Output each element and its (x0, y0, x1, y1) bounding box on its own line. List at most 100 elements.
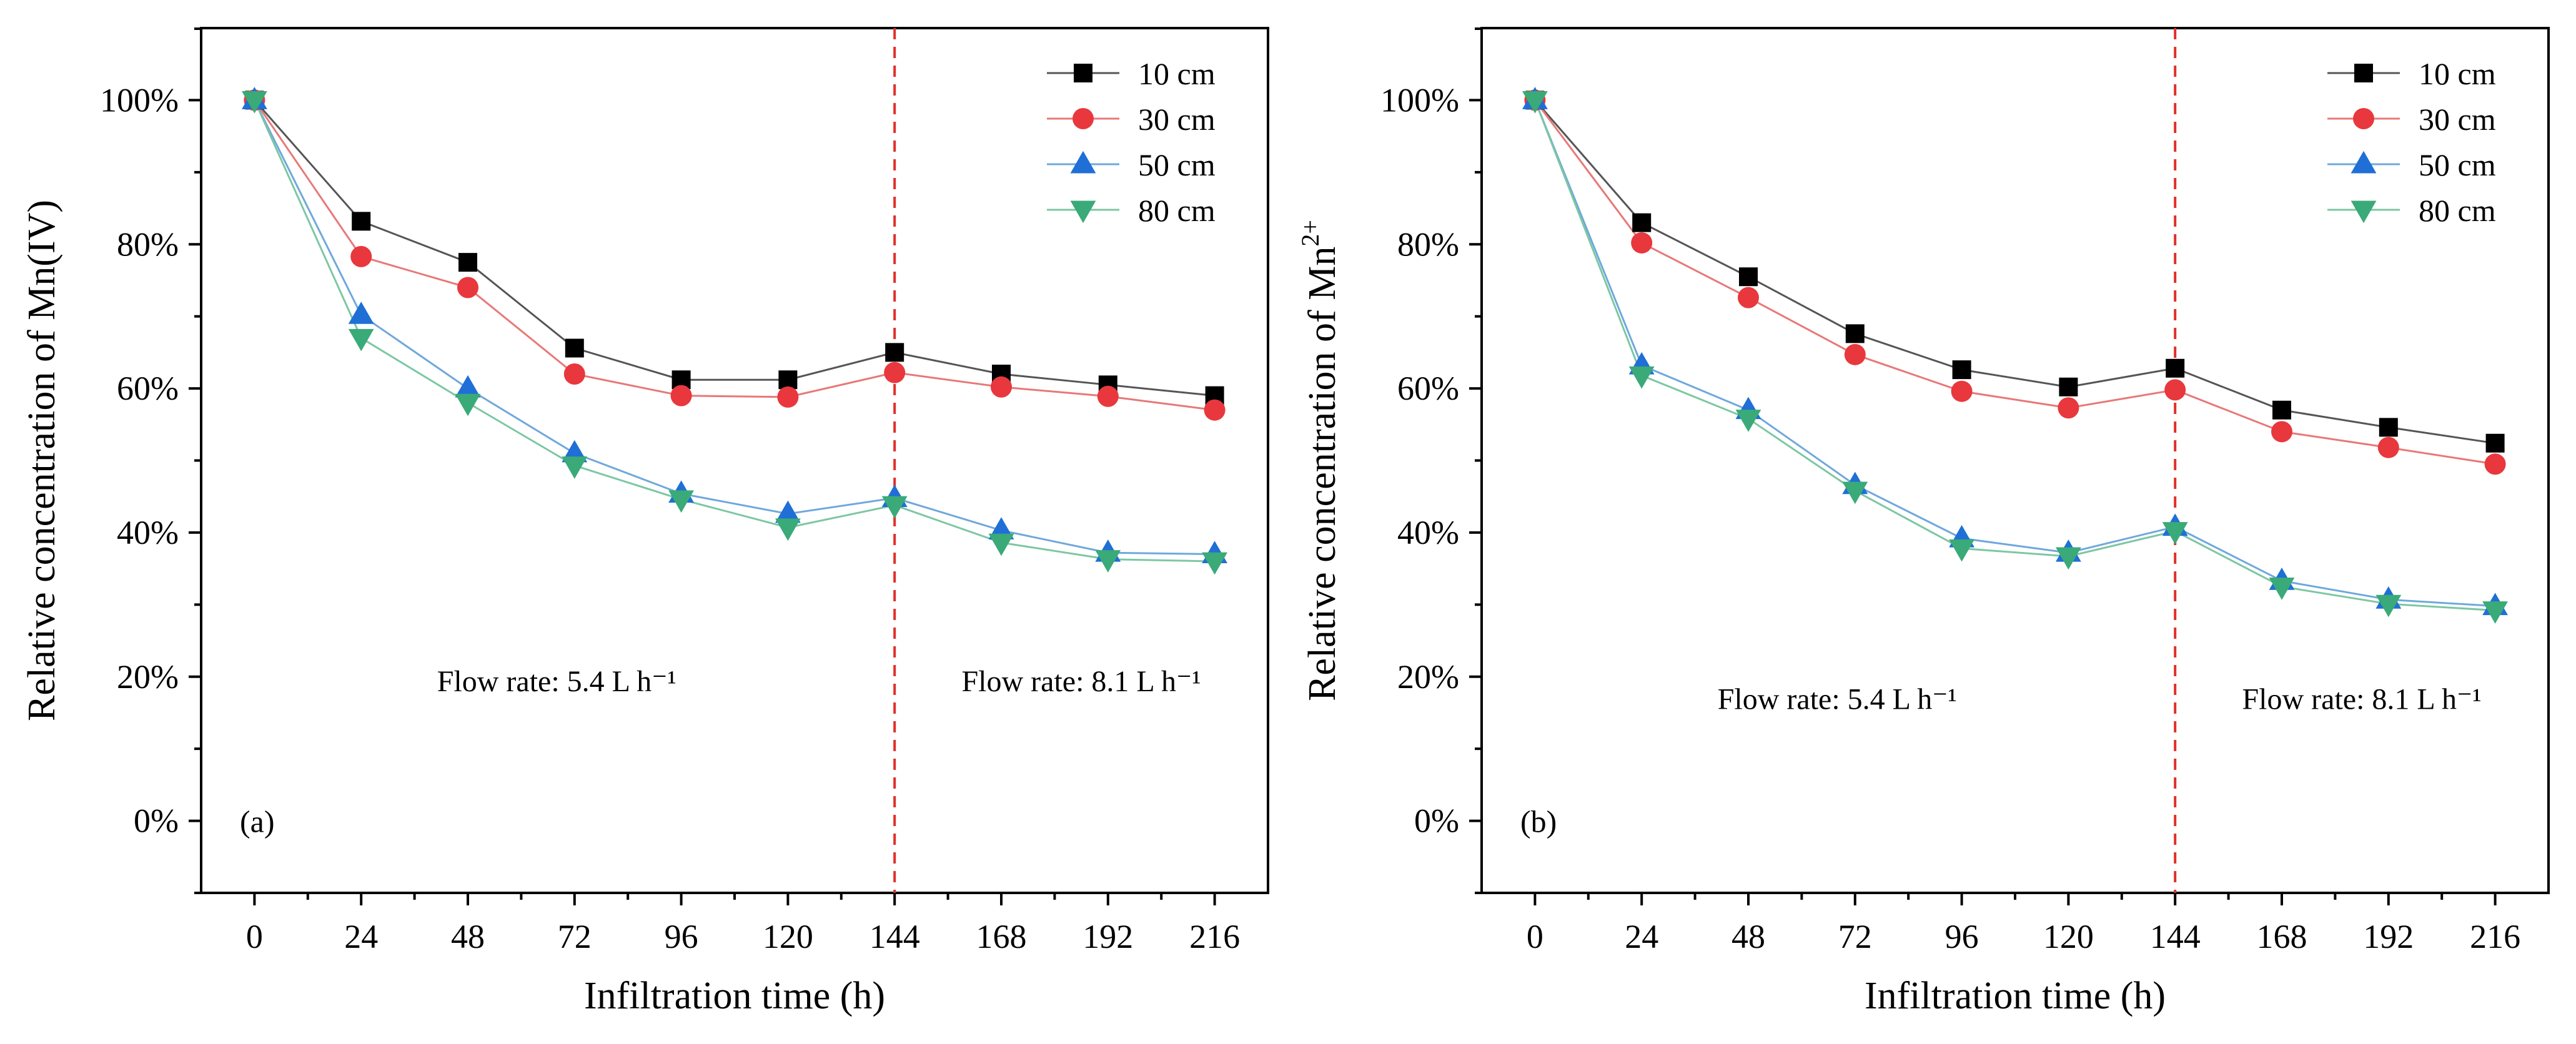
data-point (2377, 436, 2399, 458)
legend-marker (2353, 108, 2374, 129)
data-point (2272, 400, 2291, 420)
x-tick-label: 0 (1527, 918, 1543, 955)
legend-item: 10 cm (1047, 56, 1216, 91)
data-point (350, 245, 372, 267)
y-tick-label: 60% (117, 370, 179, 407)
legend-marker (2351, 200, 2377, 224)
y-axis-label-text: Relative concentration of Mn (1301, 247, 1344, 701)
series-markers-1 (1524, 89, 2506, 475)
plot-frame (1480, 27, 2550, 894)
data-point (2271, 421, 2292, 443)
data-point (1097, 385, 1119, 407)
y-tick-label: 20% (1397, 658, 1459, 696)
y-tick-label: 0% (1414, 802, 1459, 840)
data-point (457, 277, 478, 298)
data-point (778, 370, 798, 390)
x-tick-label: 48 (1731, 918, 1765, 955)
series-line-0 (1534, 99, 2495, 445)
data-point (1628, 366, 1655, 389)
data-point (1952, 360, 1971, 380)
series-markers-1 (244, 89, 1226, 421)
data-point (2375, 594, 2402, 618)
data-point (565, 338, 584, 358)
data-point (668, 490, 694, 513)
data-point (2166, 358, 2185, 378)
data-point (1735, 410, 1761, 432)
data-point (991, 376, 1012, 398)
x-tick-label: 120 (763, 918, 813, 955)
series-line-1 (1534, 99, 2495, 465)
data-point (2485, 433, 2505, 453)
data-point (775, 500, 801, 523)
data-point (1845, 324, 1865, 343)
series-line-3 (254, 99, 1215, 563)
data-point (1632, 213, 1652, 232)
y-tick-label: 40% (117, 514, 179, 551)
data-point (2379, 418, 2398, 437)
data-point (562, 456, 588, 479)
x-tick-label: 96 (665, 918, 698, 955)
data-point (1842, 481, 1868, 505)
data-point (2059, 377, 2078, 396)
data-point (777, 386, 799, 408)
plot-frame (200, 27, 1269, 894)
data-point (2269, 578, 2295, 600)
flow-rate-annotation-1: Flow rate: 5.4 L h⁻¹ (1718, 683, 1957, 716)
x-axis-label: Infiltration time (h) (1865, 975, 2166, 1017)
data-point (242, 91, 267, 114)
legend-label: 80 cm (1138, 193, 1216, 228)
data-point (2482, 601, 2508, 624)
legend-marker (1074, 64, 1092, 82)
data-point (1739, 267, 1758, 287)
y-tick-label: 60% (1397, 370, 1459, 407)
y-tick-label: 80% (1397, 225, 1459, 263)
y-tick-label: 20% (117, 658, 179, 696)
legend-marker (1073, 108, 1094, 129)
data-point (671, 370, 691, 390)
data-point (2484, 453, 2506, 475)
x-tick-label: 72 (558, 918, 592, 955)
x-tick-label: 120 (2043, 918, 2094, 955)
x-tick-label: 216 (1189, 918, 1240, 955)
x-tick-label: 48 (451, 918, 485, 955)
data-point (455, 375, 481, 398)
data-point (2056, 547, 2081, 570)
chart-panel-b: 0 24 48 72 96 120 144 168 192 216 0% 20% 40% 60% 80% 10… (1296, 27, 2550, 1017)
x-tick-label: 0 (246, 918, 263, 955)
data-point (348, 328, 374, 352)
legend: 10 cm 30 cm 50 cm 80 cm (1047, 56, 1216, 228)
legend-label: 30 cm (1138, 102, 1216, 137)
y-axis-label: Relative concentration of Mn2+ (1296, 220, 1344, 701)
data-point (1738, 287, 1759, 308)
data-point (1204, 399, 1226, 421)
x-tick-label: 24 (1625, 918, 1658, 955)
legend-item: 80 cm (1047, 193, 1216, 228)
y-tick-label: 0% (134, 802, 179, 840)
series-line-3 (1534, 99, 2495, 612)
panel-label: (a) (240, 804, 275, 839)
y-tick-label: 100% (1380, 81, 1459, 119)
data-point (670, 385, 692, 406)
flow-rate-annotation-2: Flow rate: 8.1 L h⁻¹ (961, 665, 1201, 698)
x-tick-label: 144 (2150, 918, 2201, 955)
y-tick-label: 40% (1397, 514, 1459, 551)
series-markers-0 (1525, 91, 2505, 453)
data-point (1949, 539, 1974, 562)
data-point (1631, 232, 1653, 254)
data-point (1844, 343, 1866, 365)
data-point (988, 533, 1014, 556)
series-markers-3 (1522, 91, 2508, 624)
data-point (352, 212, 371, 231)
legend-label: 50 cm (2419, 147, 2496, 182)
y-tick-label: 80% (117, 225, 179, 263)
legend-label: 30 cm (2419, 102, 2496, 137)
legend-marker (1070, 150, 1096, 174)
data-point (563, 363, 585, 385)
data-point (1202, 552, 1227, 575)
x-tick-label: 192 (1082, 918, 1133, 955)
legend-item: 50 cm (1047, 147, 1216, 182)
x-tick-label: 96 (1945, 918, 1979, 955)
x-tick-label: 72 (1838, 918, 1872, 955)
x-tick-label: 144 (869, 918, 920, 955)
